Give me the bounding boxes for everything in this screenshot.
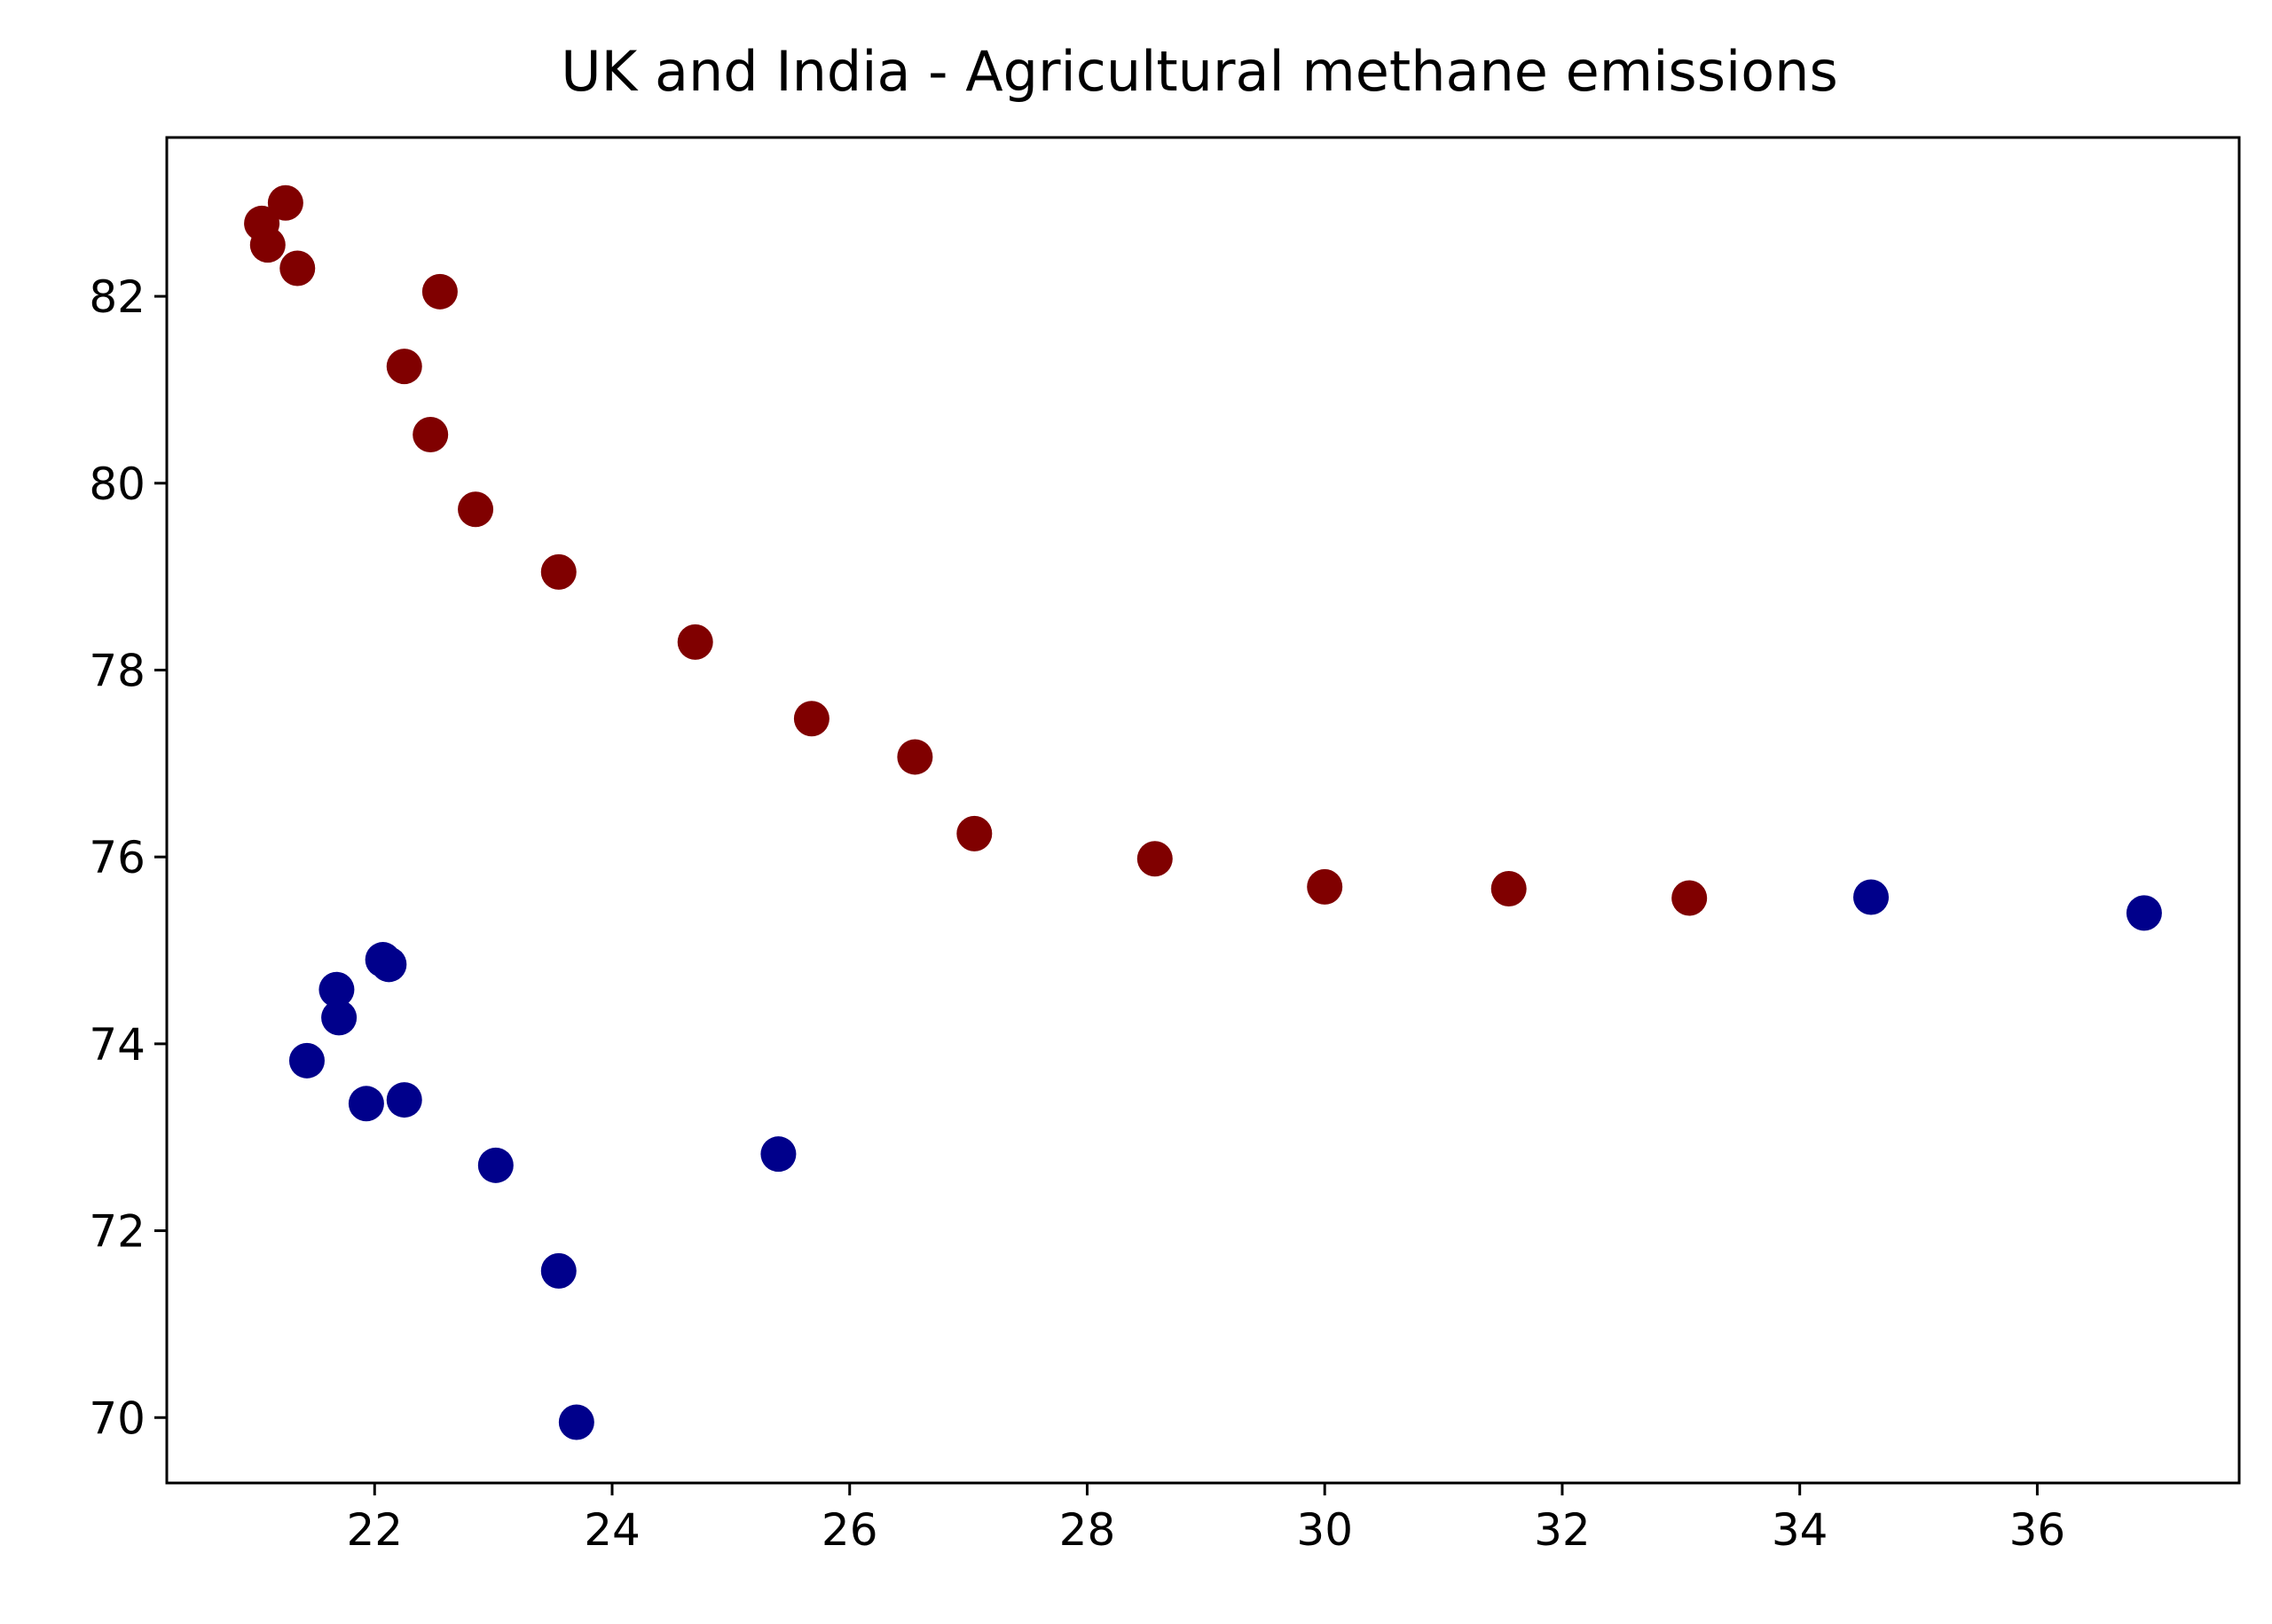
data-point (321, 1000, 358, 1036)
y-tick-label: 82 (89, 271, 145, 323)
data-point (1136, 841, 1173, 877)
data-point (458, 491, 494, 528)
data-point (897, 739, 933, 775)
y-tick-label: 72 (89, 1206, 145, 1258)
data-point (540, 553, 577, 590)
data-point (386, 1082, 422, 1118)
x-tick-label: 36 (2009, 1504, 2066, 1556)
x-tick-label: 26 (822, 1504, 878, 1556)
plot-area-frame (165, 136, 2241, 1485)
data-point (1307, 868, 1343, 905)
data-point (793, 701, 829, 737)
data-point (348, 1086, 384, 1122)
y-tick-label: 74 (89, 1019, 145, 1071)
data-point (2126, 895, 2162, 931)
series-0 (244, 184, 1708, 916)
data-point (279, 250, 316, 286)
axis-ticks: 22 24 26 28 30 32 34 36 70 72 74 76 78 80 82 (89, 271, 2065, 1556)
data-point (1671, 880, 1708, 916)
x-tick-label: 28 (1059, 1504, 1116, 1556)
data-point (249, 227, 286, 263)
data-point (477, 1147, 514, 1183)
data-points (244, 184, 2162, 1440)
y-tick-label: 76 (89, 832, 145, 883)
data-point (677, 624, 713, 660)
data-point (540, 1252, 577, 1289)
data-point (760, 1136, 797, 1173)
x-tick-label: 30 (1296, 1504, 1353, 1556)
x-tick-label: 24 (584, 1504, 641, 1556)
y-tick-label: 70 (89, 1393, 145, 1444)
data-point (318, 971, 355, 1008)
x-tick-label: 34 (1772, 1504, 1828, 1556)
data-point (1490, 870, 1527, 906)
data-point (267, 184, 303, 221)
data-point (288, 1042, 325, 1079)
y-tick-label: 78 (89, 645, 145, 696)
data-point (956, 815, 993, 851)
x-tick-label: 32 (1534, 1504, 1591, 1556)
data-point (558, 1404, 594, 1440)
data-point (1853, 879, 1890, 915)
series-1 (288, 879, 2162, 1440)
y-tick-label: 80 (89, 459, 145, 510)
data-point (421, 273, 458, 310)
x-tick-label: 22 (346, 1504, 403, 1556)
data-point (386, 349, 422, 385)
data-point (413, 417, 449, 453)
data-point (371, 946, 407, 983)
chart-title: UK and India - Agricultural methane emis… (561, 39, 1838, 104)
